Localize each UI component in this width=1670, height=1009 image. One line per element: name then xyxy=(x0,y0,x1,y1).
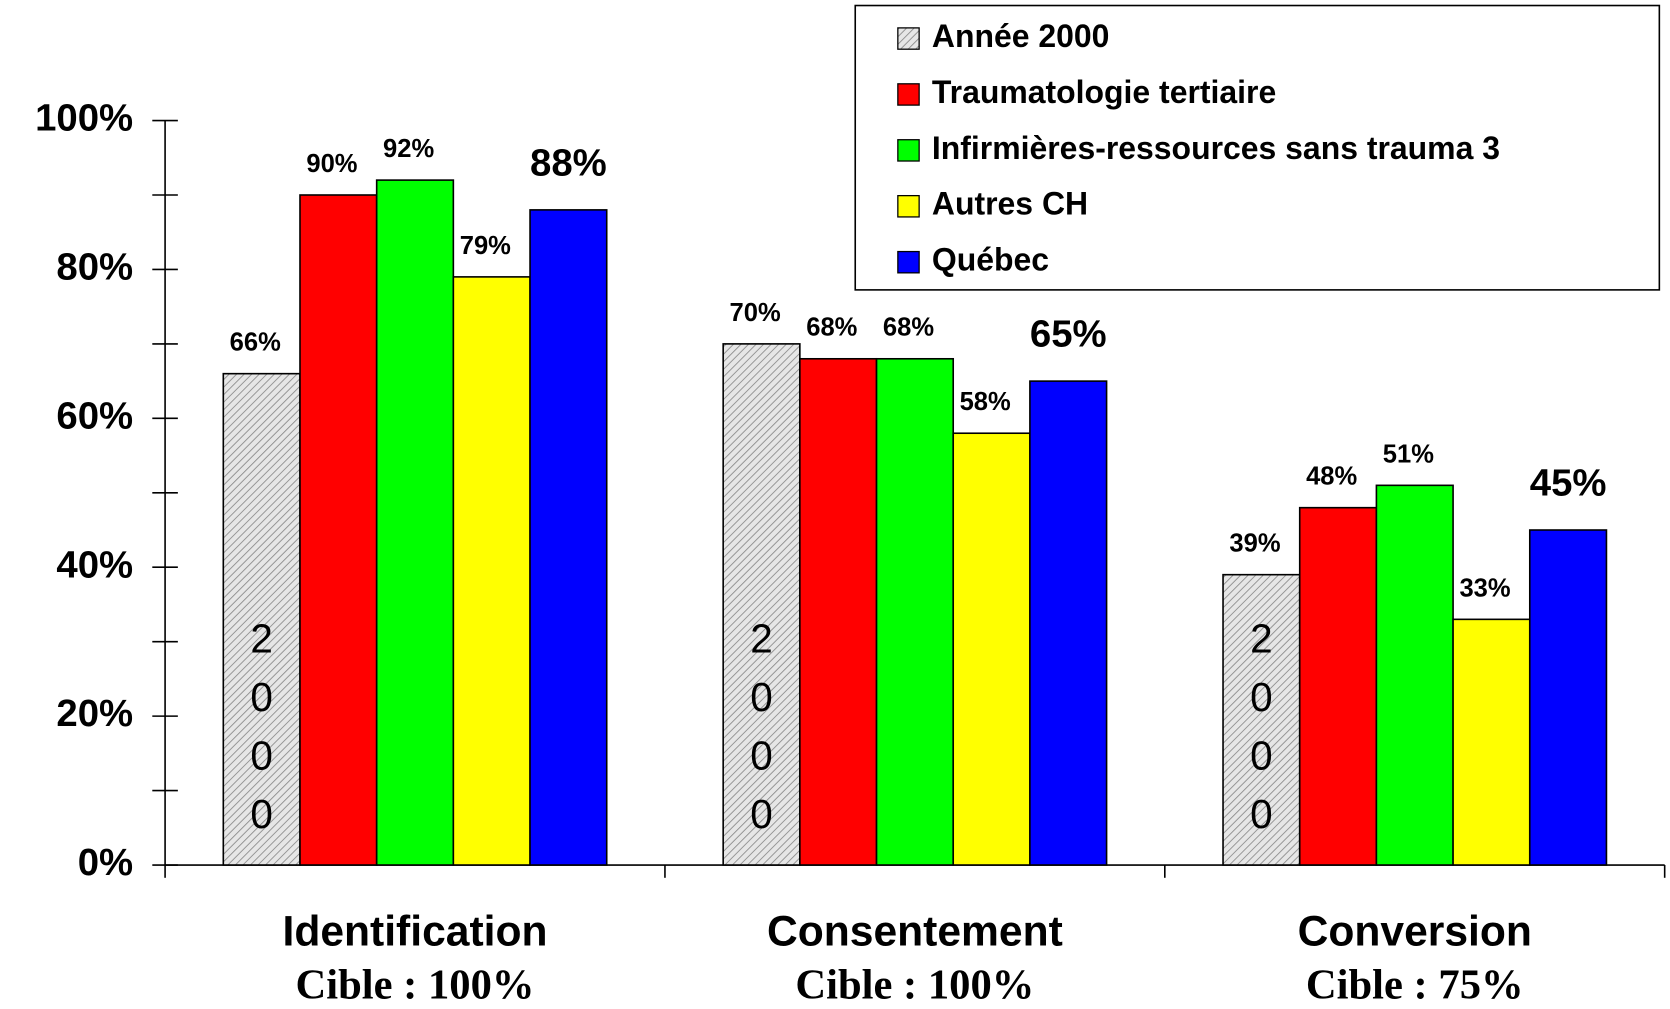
bar xyxy=(875,357,955,866)
x-tick-label: Conversion xyxy=(1298,907,1532,955)
bar xyxy=(799,357,878,866)
legend-swatch xyxy=(897,27,920,50)
bar xyxy=(1375,484,1454,866)
legend-label: Québec xyxy=(932,242,1049,278)
value-label: 68% xyxy=(806,314,857,342)
legend-swatch xyxy=(897,83,920,106)
value-label: 90% xyxy=(306,150,357,178)
bar xyxy=(222,372,301,866)
bar xyxy=(375,179,455,866)
legend-label: Infirmières-ressources sans trauma 3 xyxy=(932,130,1500,166)
value-label: 45% xyxy=(1530,461,1607,504)
bar xyxy=(1222,573,1301,866)
bar xyxy=(952,432,1031,866)
bar xyxy=(452,276,531,866)
y-tick-label: 80% xyxy=(56,246,133,289)
bar xyxy=(529,209,608,866)
x-tick-label: Identification xyxy=(282,907,547,955)
y-tick-label: 60% xyxy=(56,394,133,437)
bar xyxy=(1452,618,1531,866)
target-label: Cible : 75% xyxy=(1306,961,1524,1008)
value-label: 68% xyxy=(883,314,934,342)
bar xyxy=(1029,380,1108,866)
target-label: Cible : 100% xyxy=(795,961,1034,1008)
legend-label: Autres CH xyxy=(932,186,1088,222)
value-label: 51% xyxy=(1383,440,1434,468)
value-label: 66% xyxy=(230,329,281,357)
bar xyxy=(722,343,801,866)
legend-swatch xyxy=(897,194,920,218)
value-label: 79% xyxy=(460,232,511,260)
value-label: 70% xyxy=(730,299,781,327)
value-label: 92% xyxy=(383,135,434,163)
target-label: Cible : 100% xyxy=(296,961,535,1008)
value-label: 88% xyxy=(530,141,607,184)
value-label: 39% xyxy=(1229,530,1280,558)
bar xyxy=(299,194,378,866)
y-tick-label: 20% xyxy=(56,692,133,735)
bar xyxy=(1528,529,1608,866)
bar xyxy=(1298,506,1378,866)
legend-swatch xyxy=(897,250,920,274)
legend-label: Traumatologie tertiaire xyxy=(932,74,1276,110)
value-label: 58% xyxy=(960,388,1011,416)
x-tick-label: Consentement xyxy=(767,907,1063,955)
y-tick-label: 0% xyxy=(78,841,133,884)
y-tick-label: 40% xyxy=(56,543,133,586)
legend-swatch xyxy=(897,139,920,162)
legend-box xyxy=(854,4,1661,291)
value-label: 33% xyxy=(1459,574,1510,602)
value-label: 48% xyxy=(1306,463,1357,491)
legend-label: Année 2000 xyxy=(932,18,1110,54)
value-label: 65% xyxy=(1030,313,1107,356)
y-tick-label: 100% xyxy=(35,97,133,140)
